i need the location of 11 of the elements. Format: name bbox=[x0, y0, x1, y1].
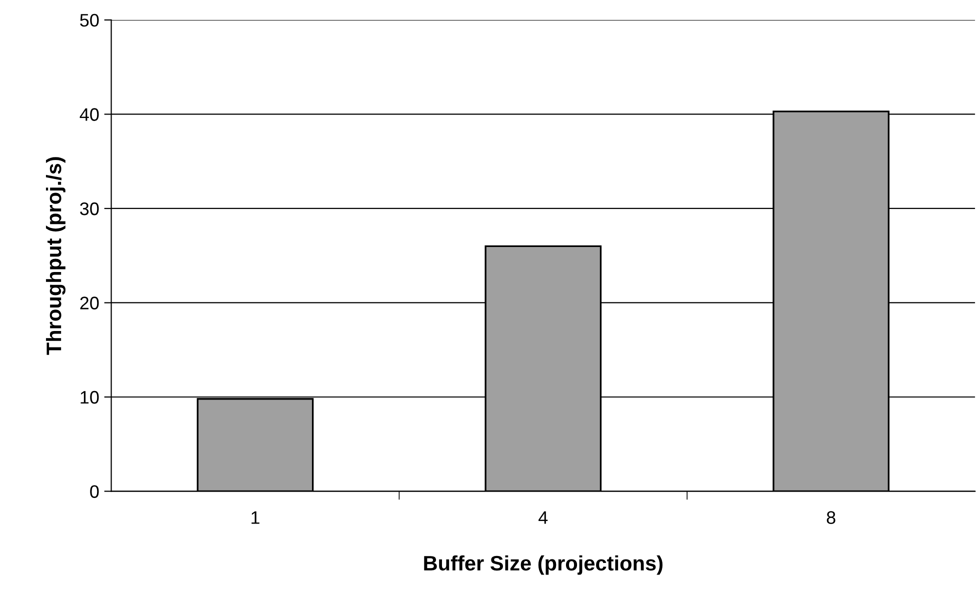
y-tick-label: 30 bbox=[80, 202, 99, 216]
y-tick-label: 50 bbox=[80, 14, 99, 27]
y-axis-title: Throughput (proj./s) bbox=[46, 157, 66, 355]
x-tick-label: 1 bbox=[252, 511, 260, 524]
x-tick-label: 4 bbox=[538, 511, 548, 524]
y-tick-label: 10 bbox=[80, 390, 99, 404]
x-axis-title: Buffer Size (projections) bbox=[424, 555, 662, 575]
y-tick-label: 40 bbox=[80, 108, 99, 121]
x-tick-label: 8 bbox=[826, 511, 836, 524]
y-tick-label: 20 bbox=[80, 296, 99, 310]
y-tick-label: 0 bbox=[90, 485, 99, 498]
